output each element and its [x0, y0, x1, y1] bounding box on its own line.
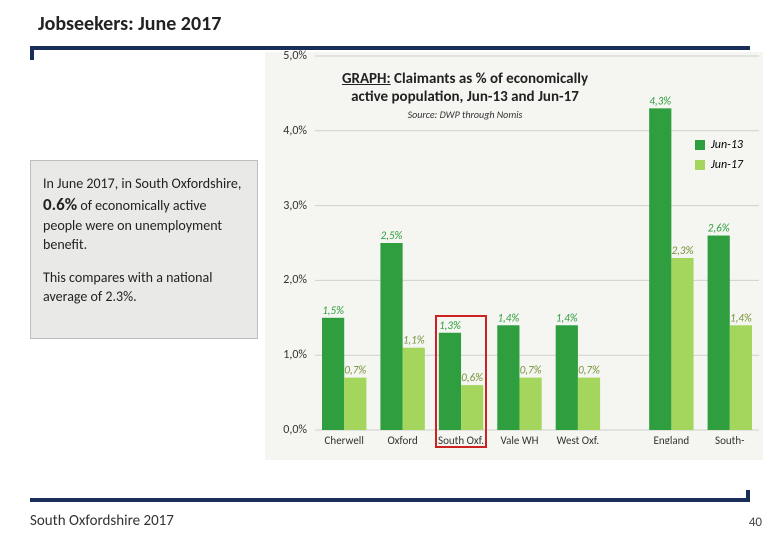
- summary-textbox: In June 2017, in South Oxfordshire, 0.6%…: [30, 160, 258, 339]
- page-number: 40: [749, 515, 762, 530]
- y-tick-label: 5,0%: [271, 49, 307, 63]
- bar-jun13: [497, 325, 519, 430]
- category-label: England: [654, 434, 690, 444]
- category-label: South-East: [715, 434, 744, 444]
- bar-label-jun17: 0,7%: [520, 364, 542, 377]
- bar-label-jun17: 1,1%: [403, 334, 425, 347]
- summary-para1: In June 2017, in South Oxfordshire, 0.6%…: [43, 175, 245, 255]
- category-label: Cherwell: [325, 434, 364, 444]
- bar-jun13: [380, 243, 402, 430]
- bar-jun13: [708, 236, 730, 430]
- y-tick-label: 0,0%: [271, 423, 307, 437]
- bar-label-jun13: 4,3%: [649, 94, 671, 107]
- bar-jun17: [578, 378, 600, 430]
- category-label: West Oxf.: [557, 434, 600, 444]
- category-label: Vale WH: [500, 434, 538, 444]
- bar-jun13: [649, 108, 671, 430]
- para1-prefix: In June 2017, in South Oxfordshire,: [43, 175, 241, 192]
- page-title: Jobseekers: June 2017: [38, 12, 221, 36]
- bar-jun17: [403, 348, 425, 430]
- chart-area: GRAPH: Claimants as % of economically ac…: [265, 52, 763, 460]
- bar-jun13: [322, 318, 344, 430]
- bar-label-jun13: 1,4%: [497, 311, 519, 324]
- bar-jun13: [556, 325, 578, 430]
- bar-label-jun13: 2,5%: [381, 229, 403, 242]
- bar-jun17: [344, 378, 366, 430]
- highlight-box: [435, 315, 487, 448]
- y-tick-label: 3,0%: [271, 199, 307, 213]
- para1-highlight: 0.6%: [43, 194, 77, 215]
- bar-label-jun13: 1,4%: [556, 311, 578, 324]
- bar-label-jun13: 2,6%: [708, 222, 730, 235]
- bar-jun17: [671, 258, 693, 430]
- bar-label-jun17: 0,7%: [578, 364, 600, 377]
- category-label: Oxford: [387, 434, 417, 444]
- y-tick-label: 4,0%: [271, 124, 307, 138]
- footer-rule: [30, 490, 750, 502]
- bar-jun17: [519, 378, 541, 430]
- slide: Jobseekers: June 2017 In June 2017, in S…: [0, 0, 780, 540]
- bar-jun17: [730, 325, 752, 430]
- y-tick-label: 1,0%: [271, 348, 307, 362]
- y-tick-label: 2,0%: [271, 273, 307, 287]
- bar-label-jun13: 1,5%: [322, 304, 344, 317]
- bar-label-jun17: 0,7%: [344, 364, 366, 377]
- footer-text: South Oxfordshire 2017: [30, 512, 174, 530]
- bar-label-jun17: 1,4%: [730, 311, 752, 324]
- summary-para2: This compares with a national average of…: [43, 269, 245, 307]
- bar-label-jun17: 2,3%: [672, 244, 694, 257]
- chart-svg: 1,5%0,7%Cherwell2,5%1,1%Oxford1,3%0,6%So…: [311, 52, 763, 444]
